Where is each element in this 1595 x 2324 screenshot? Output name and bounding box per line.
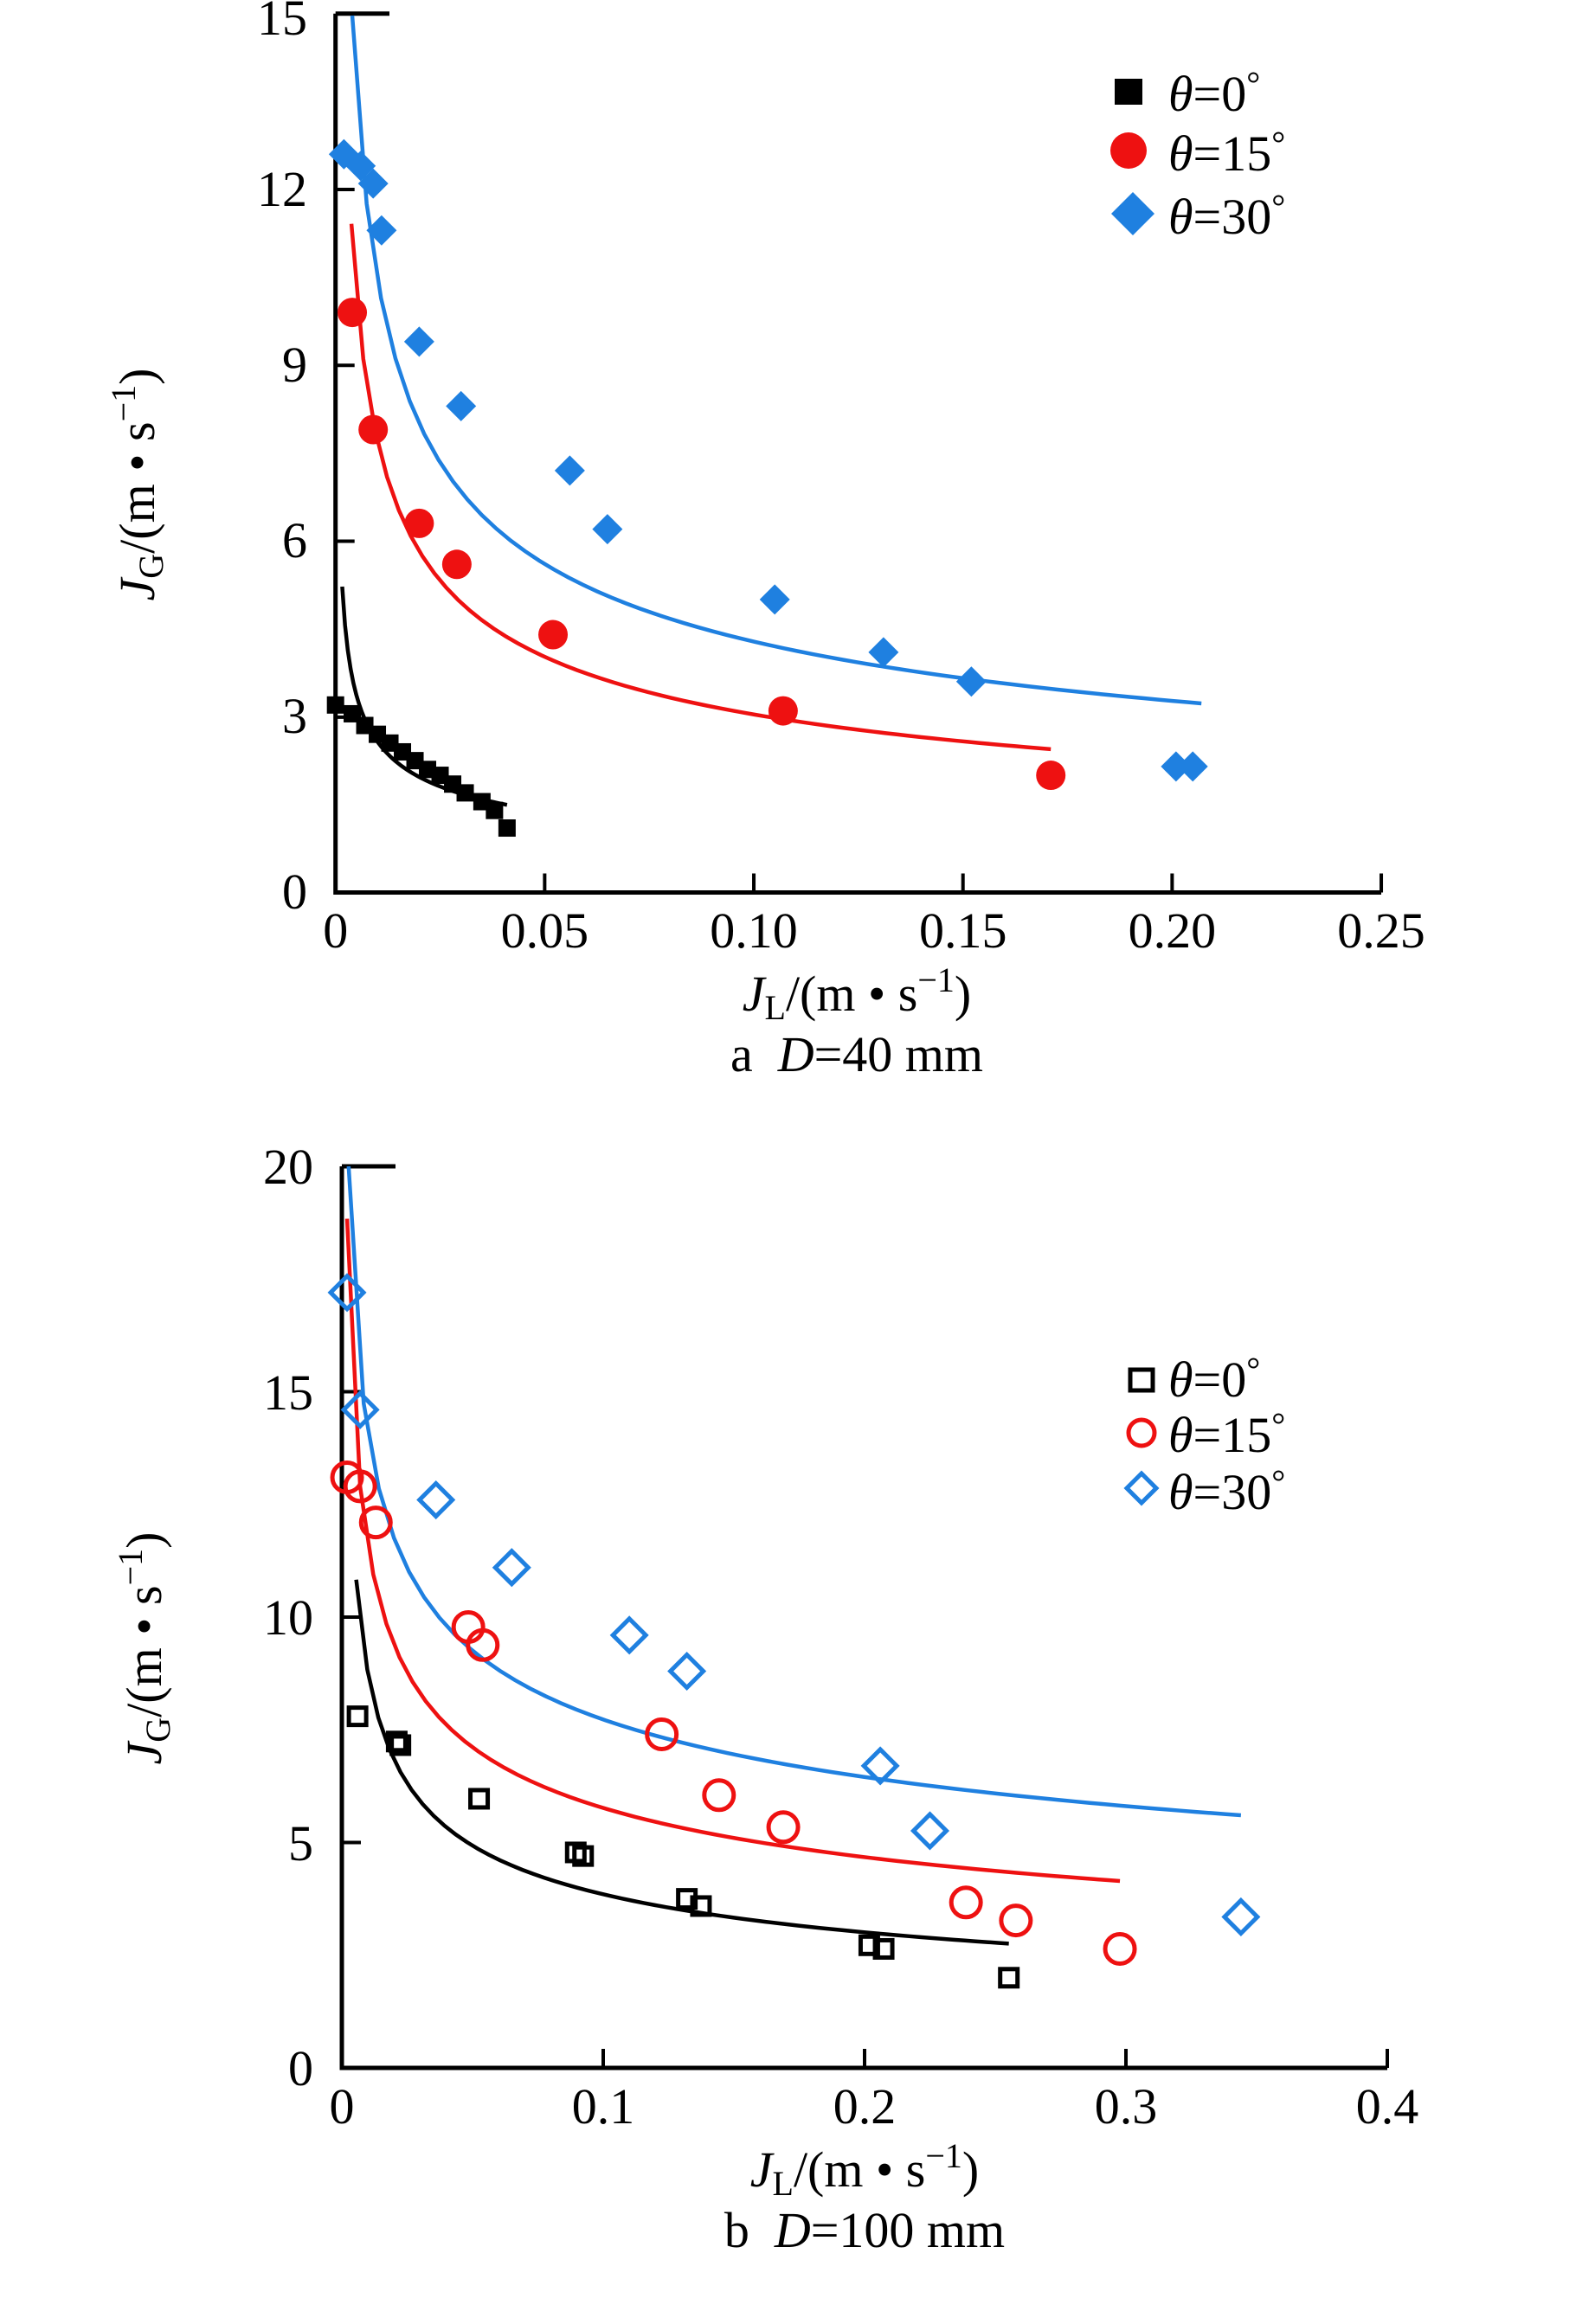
svg-text:9: 9 [282,337,307,393]
svg-text:0.3: 0.3 [1095,2078,1158,2135]
svg-text:0.20: 0.20 [1129,902,1217,959]
svg-text:15: 15 [257,0,307,46]
svg-text:0.15: 0.15 [919,902,1007,959]
svg-text:12: 12 [257,161,307,217]
svg-text:0.10: 0.10 [710,902,798,959]
svg-text:0.2: 0.2 [833,2078,897,2135]
svg-text:b D=100 mm: b D=100 mm [724,2202,1005,2258]
svg-text:0.25: 0.25 [1337,902,1425,959]
svg-text:10: 10 [263,1589,313,1646]
svg-text:5: 5 [288,1815,313,1871]
svg-text:a D=40 mm: a D=40 mm [730,1026,983,1082]
svg-text:θ=15°: θ=15° [1168,124,1285,182]
svg-text:6: 6 [282,512,307,568]
svg-text:20: 20 [263,1139,313,1195]
svg-text:0.05: 0.05 [501,902,589,959]
svg-text:0.4: 0.4 [1356,2078,1419,2135]
svg-text:15: 15 [263,1364,313,1421]
svg-text:0.1: 0.1 [572,2078,635,2135]
svg-text:0: 0 [282,863,307,920]
svg-text:0: 0 [323,902,348,959]
svg-text:θ=30°: θ=30° [1168,1462,1285,1520]
svg-text:θ=30°: θ=30° [1168,187,1285,245]
svg-text:θ=15°: θ=15° [1168,1405,1285,1463]
svg-text:0: 0 [330,2078,355,2135]
svg-text:0: 0 [288,2040,313,2096]
svg-text:3: 3 [282,688,307,744]
